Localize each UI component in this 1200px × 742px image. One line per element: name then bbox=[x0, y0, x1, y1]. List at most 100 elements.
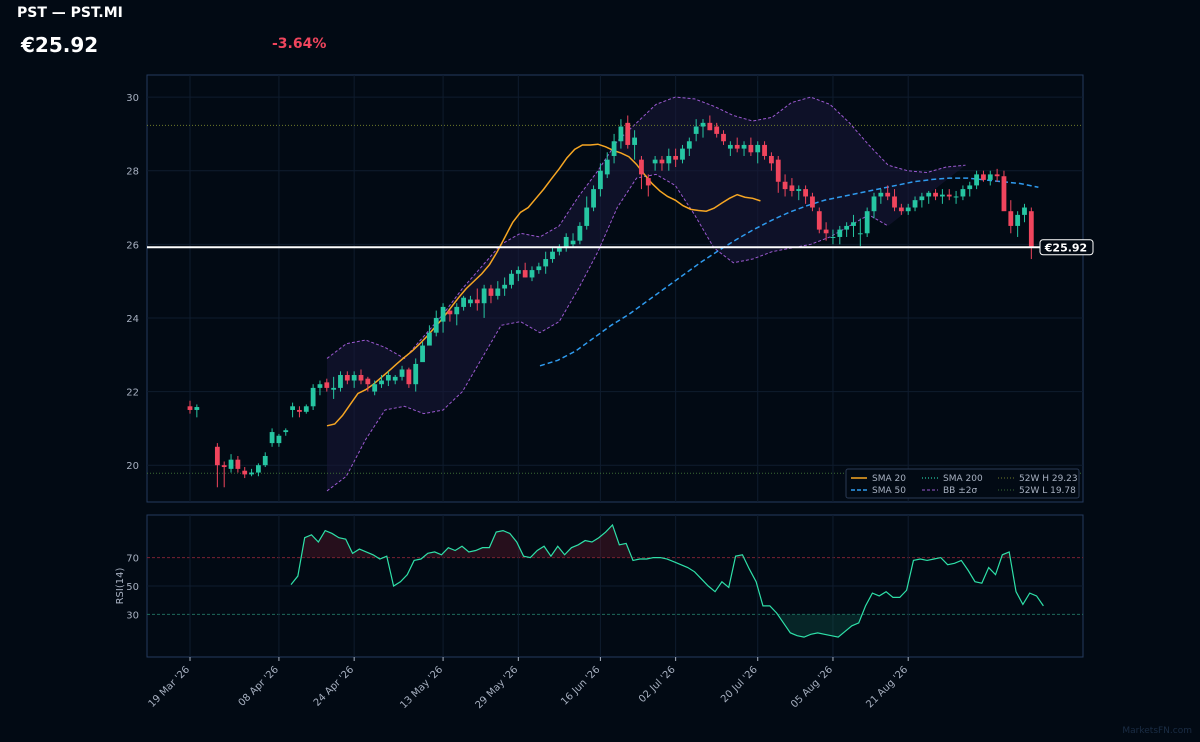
rsi-tick-label: 70 bbox=[126, 554, 139, 565]
ticker-title: PST — PST.MI bbox=[17, 5, 123, 21]
candle-body bbox=[324, 382, 330, 388]
candle-body bbox=[686, 141, 692, 149]
candle-body bbox=[249, 472, 254, 475]
candle-body bbox=[577, 225, 583, 241]
candle-body bbox=[905, 207, 911, 212]
candle-body bbox=[714, 126, 720, 134]
x-tick-label: 16 Jun '26 bbox=[559, 664, 602, 707]
candle-body bbox=[666, 155, 672, 164]
candle-body bbox=[796, 189, 802, 191]
candle-body bbox=[454, 306, 460, 315]
candle-body bbox=[365, 378, 371, 385]
candle-body bbox=[283, 430, 289, 433]
candle-body bbox=[851, 222, 856, 226]
candle-body bbox=[632, 137, 637, 145]
candle-body bbox=[379, 380, 384, 385]
candle-body bbox=[1015, 214, 1021, 226]
candle-body bbox=[994, 174, 1000, 177]
legend: SMA 20 SMA 50 SMA 200 BB ±2σ 52W H 29.23… bbox=[845, 468, 1080, 499]
legend-sma200: SMA 200 bbox=[943, 474, 983, 484]
candle-body bbox=[645, 178, 651, 186]
candle-body bbox=[413, 363, 419, 385]
candle-body bbox=[317, 384, 323, 388]
x-axis: 19 Mar '26 08 Apr '26 24 Apr '26 13 May '26… bbox=[147, 657, 910, 711]
candle-body bbox=[946, 194, 952, 197]
candle-body bbox=[420, 345, 425, 363]
candle-body bbox=[673, 155, 679, 160]
candle-body bbox=[919, 196, 925, 201]
rsi-oversold-fill bbox=[777, 614, 863, 638]
candle-body bbox=[810, 196, 815, 208]
candle-body bbox=[871, 196, 877, 212]
candle-body bbox=[385, 375, 391, 381]
candle-body bbox=[550, 251, 555, 260]
candle-body bbox=[659, 159, 665, 164]
candle-body bbox=[864, 211, 870, 234]
legend-box bbox=[845, 468, 1080, 499]
candle-body bbox=[256, 465, 261, 473]
bollinger-upper bbox=[326, 96, 966, 360]
candle-body bbox=[830, 236, 836, 238]
price-change-percent: -3.64% bbox=[272, 36, 327, 52]
candle-body bbox=[598, 170, 603, 190]
candle-body bbox=[625, 122, 631, 145]
candle-body bbox=[816, 211, 822, 230]
rsi-axis-label: RSI(14) bbox=[115, 568, 126, 605]
candle-body bbox=[707, 122, 713, 131]
candle-body bbox=[974, 174, 979, 186]
candle-body bbox=[297, 409, 302, 412]
candle-body bbox=[468, 299, 473, 304]
candle-body bbox=[372, 384, 378, 392]
legend-bb: BB ±2σ bbox=[943, 486, 977, 496]
candle-body bbox=[898, 207, 904, 212]
candle-body bbox=[981, 174, 986, 180]
legend-52w-high: 52W H 29.23 bbox=[1019, 474, 1078, 484]
candle-body bbox=[509, 273, 514, 285]
candle-body bbox=[892, 196, 897, 208]
candle-body bbox=[748, 144, 754, 153]
candle-body bbox=[228, 459, 234, 469]
candle-body bbox=[392, 376, 398, 381]
candle-body bbox=[639, 159, 644, 175]
candle-body bbox=[481, 288, 487, 304]
rsi-line bbox=[290, 523, 1044, 638]
candle-body bbox=[194, 407, 200, 410]
candle-body bbox=[878, 192, 884, 197]
candle-body bbox=[276, 435, 282, 444]
x-tick-label: 13 May '26 bbox=[398, 664, 445, 711]
candle-body bbox=[693, 126, 699, 134]
candle-body bbox=[769, 155, 774, 164]
candle-body bbox=[242, 470, 248, 475]
y-axis: 20 22 24 26 28 30 bbox=[126, 93, 139, 472]
candle-body bbox=[358, 375, 364, 381]
candle-body bbox=[844, 225, 850, 230]
candle-body bbox=[987, 174, 993, 180]
rsi-tick-label: 50 bbox=[126, 582, 139, 593]
candle-body bbox=[543, 259, 549, 267]
candle-body bbox=[502, 284, 508, 289]
candle-body bbox=[1022, 207, 1027, 215]
candle-body bbox=[433, 317, 439, 333]
candle-body bbox=[1028, 211, 1034, 248]
legend-52w-low: 52W L 19.78 bbox=[1019, 486, 1076, 496]
candle-body bbox=[310, 387, 316, 407]
candle-body bbox=[912, 200, 918, 208]
sma50-line bbox=[539, 177, 1039, 367]
y-tick-label: 20 bbox=[126, 461, 139, 472]
candle-body bbox=[775, 159, 781, 182]
candle-body bbox=[221, 465, 227, 468]
candle-body bbox=[967, 185, 973, 190]
candle-body bbox=[290, 406, 295, 410]
last-price-marker: €25.92 bbox=[147, 239, 1094, 256]
candle-body bbox=[680, 148, 685, 160]
rsi-plot-area: 30 50 70 bbox=[126, 515, 1083, 657]
y-tick-label: 26 bbox=[126, 240, 139, 251]
x-tick-label: 05 Aug '26 bbox=[789, 664, 835, 710]
last-price-label: €25.92 bbox=[1044, 241, 1087, 254]
y-tick-label: 22 bbox=[126, 388, 139, 399]
candle-body bbox=[940, 194, 945, 197]
candle-body bbox=[1008, 211, 1014, 226]
candle-body bbox=[529, 270, 535, 278]
candle-body bbox=[447, 310, 453, 315]
